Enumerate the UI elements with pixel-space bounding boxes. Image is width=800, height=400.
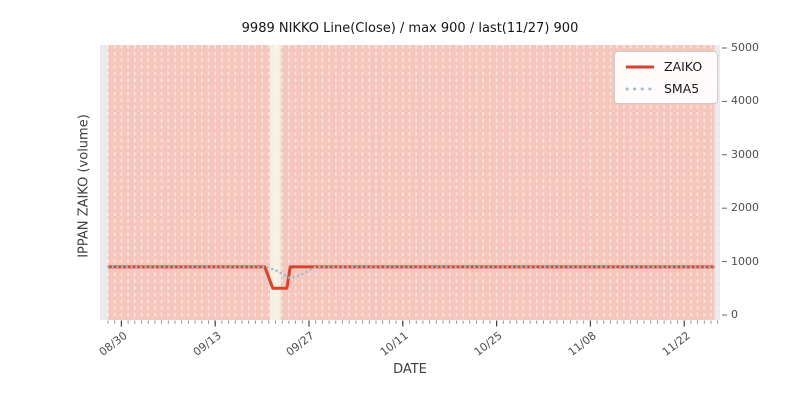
x-tick-label: 10/25 [471, 329, 505, 359]
series-sma5 [106, 265, 716, 279]
x-axis-label: DATE [393, 362, 427, 377]
plot-area: ZAIKO SMA5 [100, 45, 720, 320]
y-tick-label: 1000 [731, 254, 759, 268]
x-tick-label: 10/11 [377, 329, 411, 359]
y-axis-label: IPPAN ZAIKO (volume) [76, 114, 92, 258]
legend-label-sma5: SMA5 [664, 81, 700, 96]
legend-item-sma5: SMA5 [625, 81, 707, 96]
x-tick-label: 11/22 [659, 329, 693, 359]
legend: ZAIKO SMA5 [614, 51, 718, 104]
x-tick-label: 09/13 [190, 329, 224, 359]
x-tick-label: 11/08 [565, 329, 599, 359]
y-tick-label: 4000 [731, 94, 759, 108]
y-tick-label: 2000 [731, 201, 759, 215]
plot-canvas [106, 45, 719, 320]
x-tick-label: 09/27 [284, 329, 318, 359]
y-tick-label: 3000 [731, 147, 759, 161]
zaiko-solid-line-icon [626, 65, 654, 68]
sma5-dotted-line-icon [625, 87, 655, 90]
x-tick-label: 08/30 [96, 329, 130, 359]
legend-label-zaiko: ZAIKO [664, 59, 703, 74]
y-tick-label: 5000 [731, 41, 759, 54]
y-tick-label: 0 [731, 308, 738, 321]
chart-title: 9989 NIKKO Line(Close) / max 900 / last(… [241, 21, 579, 36]
legend-item-zaiko: ZAIKO [625, 59, 707, 74]
